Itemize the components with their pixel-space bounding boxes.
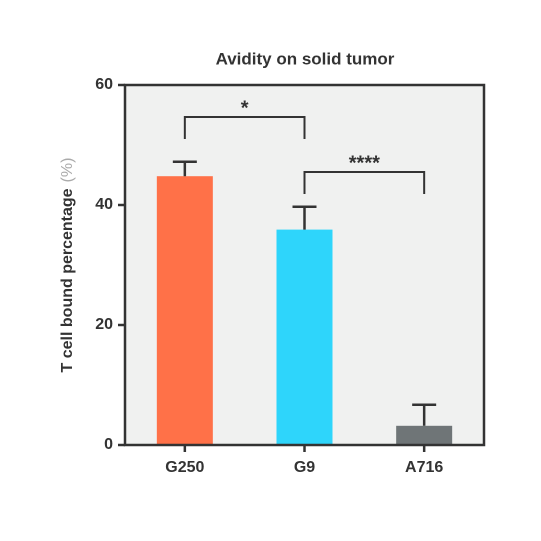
y-tick-label: 20: [95, 316, 113, 333]
x-tick-label: G250: [165, 459, 204, 476]
y-tick-label: 60: [95, 76, 113, 93]
bar: [276, 229, 333, 445]
significance-bracket: [183, 116, 306, 139]
error-bar: [412, 403, 437, 426]
y-tick-label: 40: [95, 196, 113, 213]
significance-label: ****: [349, 152, 380, 174]
y-axis-label: T cell bound percentage (%): [59, 158, 76, 373]
error-bar: [172, 160, 197, 177]
significance-bracket: [303, 171, 426, 194]
plot-frame: [123, 83, 486, 447]
x-tick-label: A716: [405, 459, 443, 476]
bar: [156, 176, 213, 445]
error-bar: [292, 205, 317, 230]
y-axis-title: T cell bound percentage: [59, 188, 76, 372]
significance-label: *: [241, 97, 249, 119]
x-tick-label: G9: [294, 459, 315, 476]
chart-title: Avidity on solid tumor: [216, 49, 395, 68]
y-tick-label: 0: [104, 436, 113, 453]
y-axis-unit: (%): [59, 158, 76, 183]
bar: [396, 425, 453, 445]
